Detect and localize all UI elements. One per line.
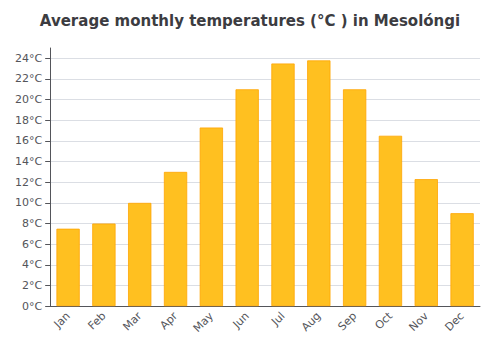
svg-text:24°C: 24°C (15, 52, 42, 65)
svg-text:20°C: 20°C (15, 93, 42, 106)
svg-text:Sep: Sep (335, 310, 359, 334)
svg-text:22°C: 22°C (15, 72, 42, 85)
svg-text:14°C: 14°C (15, 155, 42, 168)
svg-text:18°C: 18°C (15, 114, 42, 127)
svg-text:Oct: Oct (372, 309, 395, 332)
svg-text:Feb: Feb (86, 310, 109, 333)
svg-text:Dec: Dec (442, 310, 466, 334)
svg-text:16°C: 16°C (15, 134, 42, 147)
svg-text:Jun: Jun (230, 310, 252, 332)
svg-text:4°C: 4°C (22, 258, 42, 271)
svg-text:Jan: Jan (51, 310, 73, 332)
svg-text:Mar: Mar (120, 309, 144, 333)
svg-text:Apr: Apr (158, 309, 181, 332)
svg-text:Average monthly temperatures (: Average monthly temperatures (°C ) in Me… (40, 12, 460, 30)
svg-text:10°C: 10°C (15, 196, 42, 209)
svg-text:Jul: Jul (268, 310, 287, 329)
svg-text:8°C: 8°C (22, 217, 42, 230)
svg-text:0°C: 0°C (22, 300, 42, 313)
svg-text:12°C: 12°C (15, 176, 42, 189)
svg-text:Aug: Aug (299, 310, 323, 334)
svg-text:6°C: 6°C (22, 238, 42, 251)
svg-text:Nov: Nov (407, 309, 432, 334)
svg-text:May: May (191, 309, 217, 335)
svg-text:2°C: 2°C (22, 279, 42, 292)
